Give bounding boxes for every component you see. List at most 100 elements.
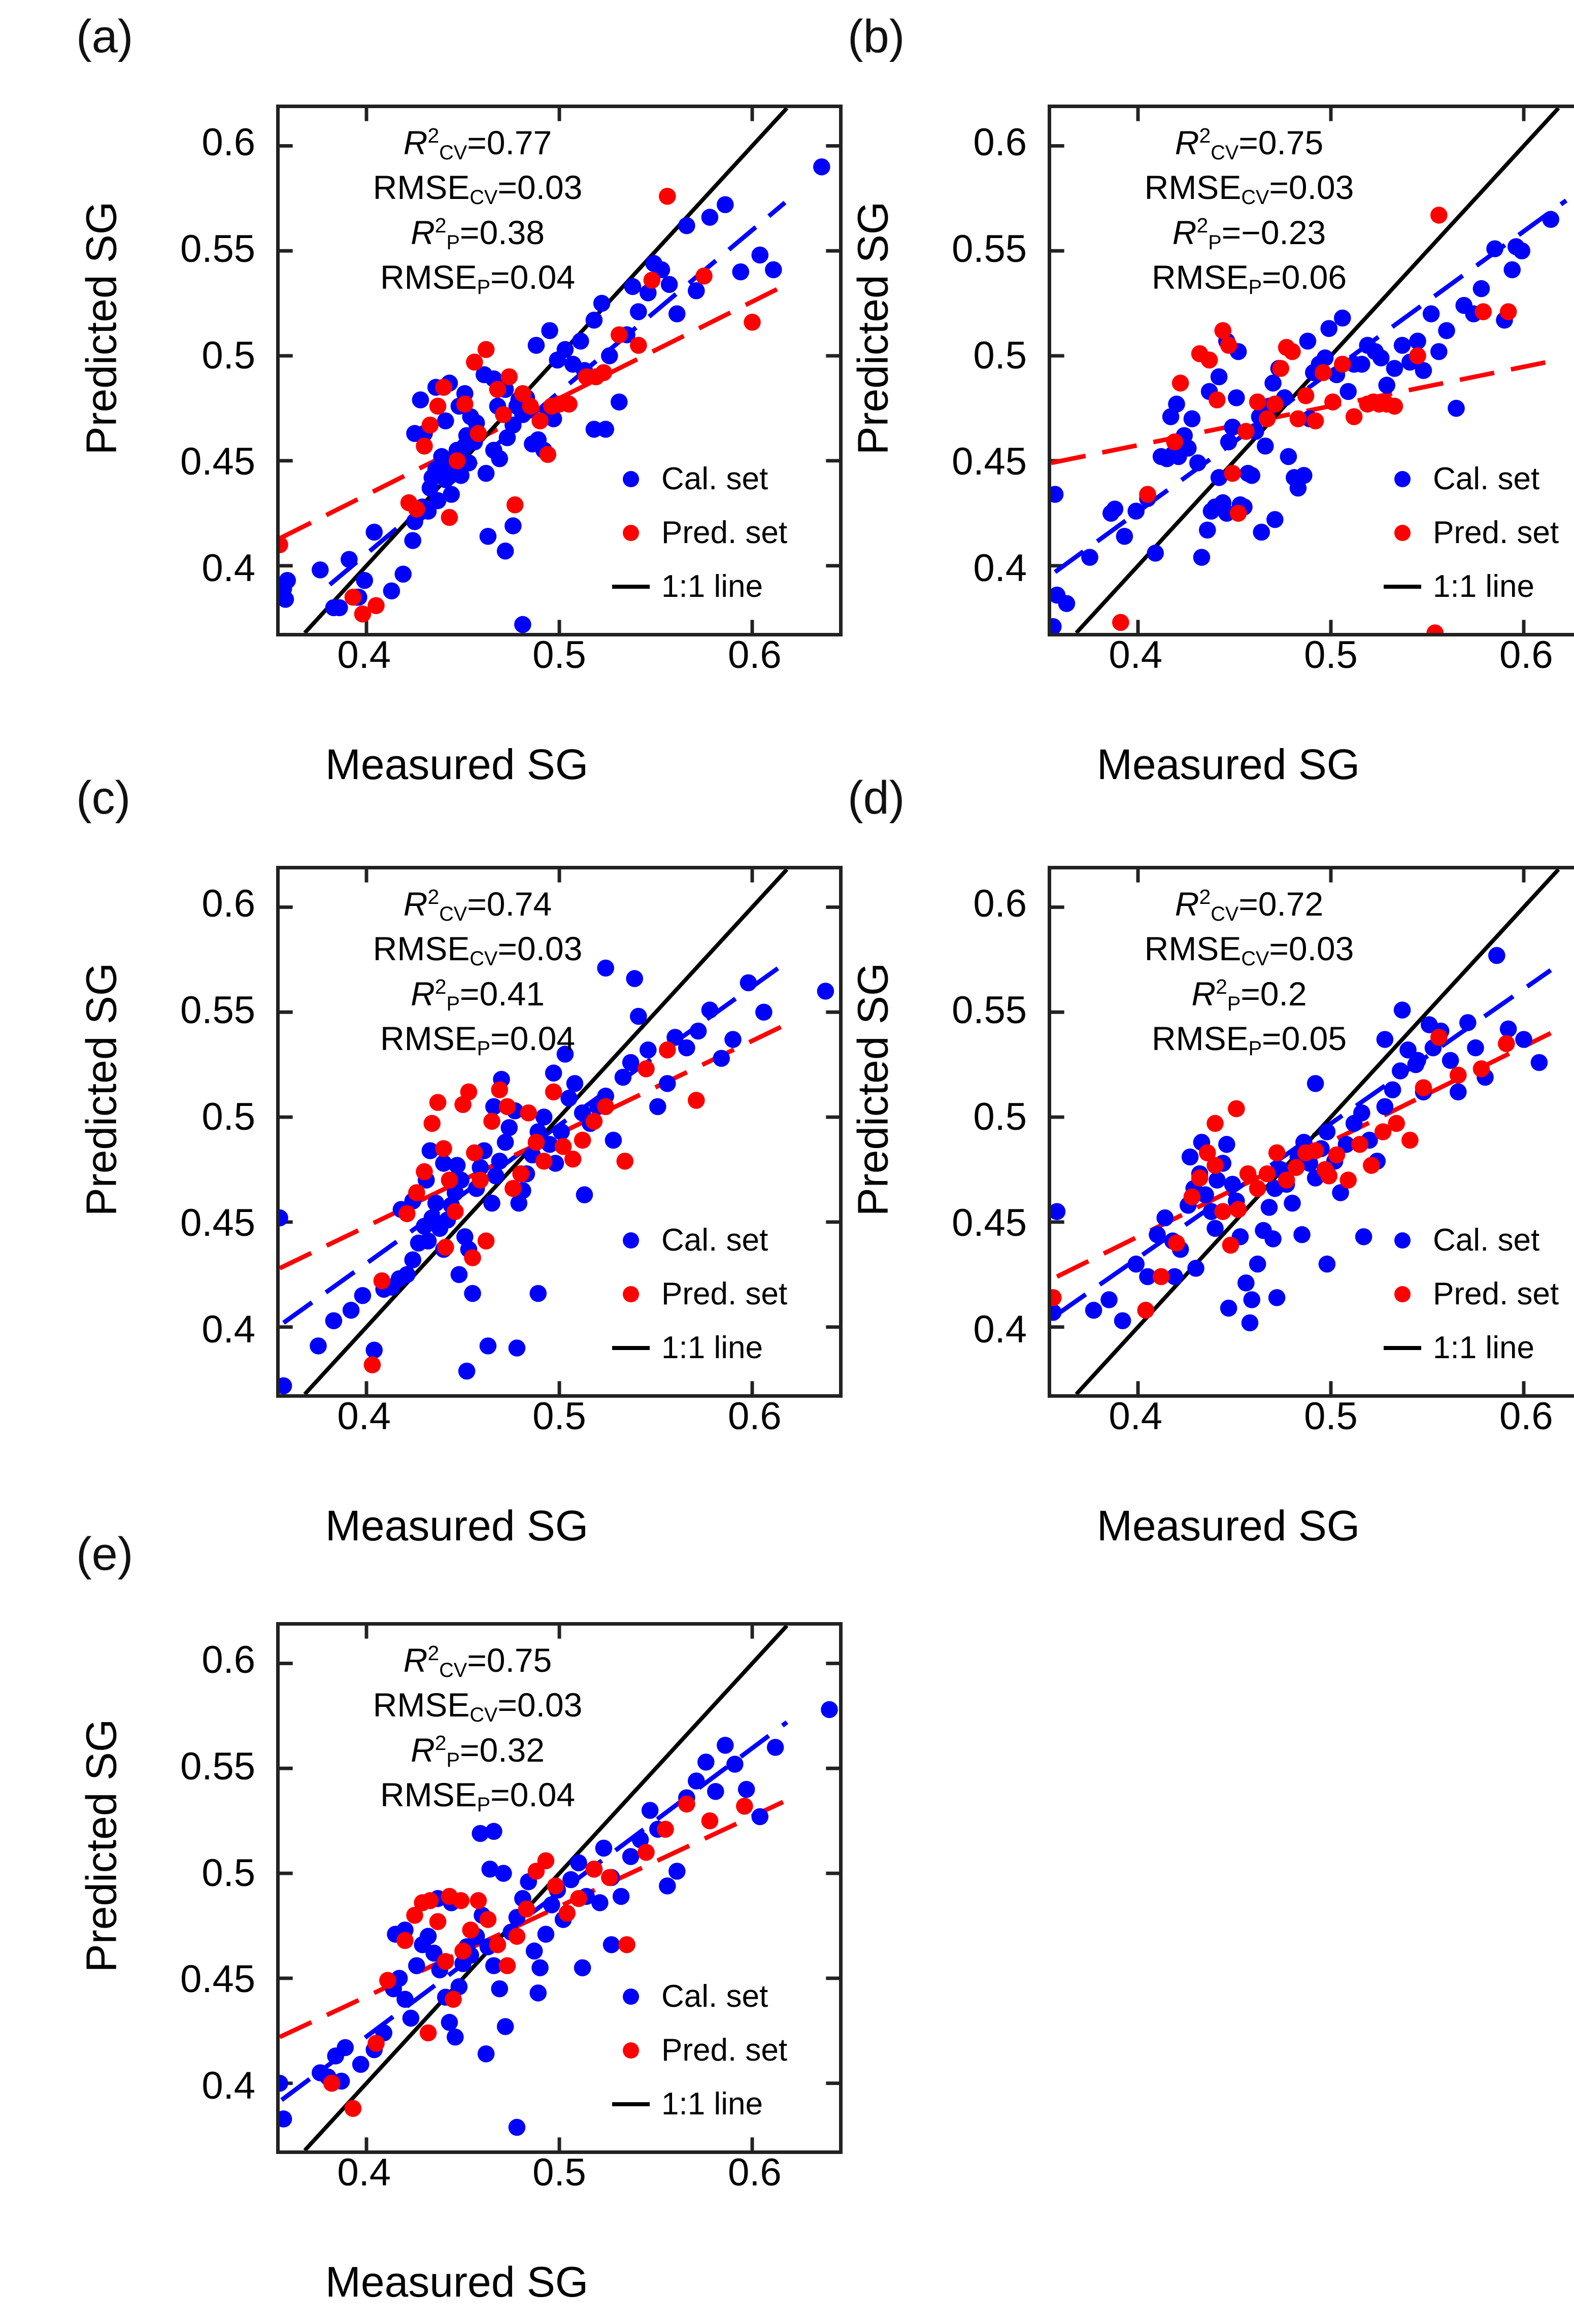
data-point — [1220, 336, 1237, 354]
data-point — [498, 1957, 516, 1974]
data-point — [766, 1739, 784, 1756]
stat-subscript: P — [477, 1037, 491, 1060]
stat-value: =−0.23 — [1221, 213, 1326, 251]
legend-item-cal-set[interactable]: Cal. set — [600, 1970, 819, 2024]
data-point — [564, 1150, 582, 1168]
data-point — [1426, 624, 1444, 633]
data-point — [1207, 1115, 1224, 1132]
data-point — [280, 2110, 292, 2128]
pred-set-marker-icon — [600, 2042, 661, 2059]
stat-symbol: R — [403, 1641, 428, 1679]
stat-value: =0.38 — [459, 213, 545, 251]
data-point — [325, 1312, 343, 1330]
y-tick-label: 0.45 — [180, 1958, 255, 2001]
legend-item-identity-line[interactable]: 1:1 line — [1372, 560, 1574, 614]
legend-item-identity-line[interactable]: 1:1 line — [600, 560, 819, 614]
data-point — [1289, 410, 1307, 427]
data-point — [396, 1932, 414, 1949]
data-point — [487, 1167, 505, 1185]
legend-item-cal-set[interactable]: Cal. set — [1372, 1214, 1574, 1267]
data-point — [477, 1232, 495, 1250]
data-point — [1339, 1171, 1357, 1189]
data-point — [466, 353, 483, 371]
data-point — [408, 500, 425, 518]
legend-item-identity-line[interactable]: 1:1 line — [600, 2077, 819, 2131]
data-point — [1284, 1194, 1301, 1212]
pred-fit — [280, 1800, 784, 2039]
data-point — [443, 486, 460, 503]
data-point — [701, 1001, 719, 1019]
y-tick-label: 0.4 — [202, 2064, 255, 2107]
data-point — [1127, 502, 1145, 520]
x-axis-label: Measured SG — [1096, 1502, 1360, 1550]
data-point — [398, 1266, 416, 1284]
y-tick-label: 0.55 — [952, 989, 1027, 1032]
data-point — [1214, 1203, 1231, 1220]
data-point — [452, 467, 470, 484]
legend-item-cal-set[interactable]: Cal. set — [600, 1214, 819, 1267]
data-point — [537, 1852, 555, 1870]
data-point — [1503, 261, 1521, 279]
stat-value: =0.03 — [1269, 930, 1354, 968]
data-point — [1229, 504, 1247, 522]
y-tick-label: 0.6 — [973, 882, 1027, 926]
legend-item-pred-set[interactable]: Pred. set — [1372, 1267, 1574, 1321]
plot-canvas — [280, 1626, 839, 2150]
data-point — [464, 1249, 481, 1266]
data-point — [466, 1144, 483, 1162]
legend-item-pred-set[interactable]: Pred. set — [600, 506, 819, 560]
legend: Cal. set Pred. set 1:1 line — [600, 452, 819, 614]
data-point — [1187, 1260, 1204, 1277]
data-point — [1051, 1303, 1062, 1321]
legend-item-identity-line[interactable]: 1:1 line — [1372, 1321, 1574, 1375]
plot-area: Predicted SG Measured SG 0.4 0.45 0.5 0.55 0.6… — [832, 85, 1574, 788]
legend-label: Pred. set — [661, 515, 788, 550]
legend-item-cal-set[interactable]: Cal. set — [1372, 452, 1574, 506]
data-point — [1355, 1228, 1372, 1245]
data-point — [1166, 433, 1183, 451]
data-point — [545, 410, 562, 427]
data-point — [570, 1854, 587, 1872]
legend-label: Pred. set — [1433, 1276, 1559, 1311]
stat-subscript: P — [477, 1793, 491, 1816]
data-point — [505, 1180, 522, 1197]
stat-rmsep: RMSEP=0.04 — [310, 1017, 645, 1062]
stat-r2cv: R2CV=0.77 — [310, 121, 645, 166]
axes-frame: R2CV=0.74 RMSECV=0.03 R2P=0.41 RMSEP=0.04 Ca… — [276, 866, 843, 1398]
stat-symbol: RMSE — [380, 258, 477, 296]
data-point — [406, 425, 423, 442]
data-point — [280, 1209, 288, 1227]
data-point — [547, 1877, 564, 1895]
stat-rmsecv: RMSECV=0.03 — [1082, 166, 1417, 211]
data-point — [626, 970, 643, 987]
data-point — [429, 397, 447, 415]
data-point — [740, 974, 757, 992]
plot-area: Predicted SG Measured SG 0.4 0.45 0.5 0.55 0.6… — [61, 1603, 848, 2306]
data-point — [1421, 1016, 1438, 1033]
data-point — [541, 322, 558, 340]
legend-item-pred-set[interactable]: Pred. set — [600, 1267, 819, 1321]
data-point — [539, 446, 556, 463]
data-point — [641, 1802, 659, 1819]
data-point — [423, 1115, 441, 1132]
data-point — [1287, 1159, 1305, 1176]
y-tick-labels: 0.4 0.45 0.5 0.55 0.6 — [61, 1603, 261, 2146]
legend-item-cal-set[interactable]: Cal. set — [600, 452, 819, 506]
legend-item-pred-set[interactable]: Pred. set — [600, 2024, 819, 2077]
data-point — [695, 267, 713, 285]
legend-item-identity-line[interactable]: 1:1 line — [600, 1321, 819, 1375]
data-point — [458, 1362, 476, 1380]
stat-symbol: R — [411, 974, 435, 1013]
plot-canvas — [280, 869, 839, 1394]
data-point — [1243, 1291, 1260, 1308]
data-point — [508, 2118, 526, 2136]
legend-item-pred-set[interactable]: Pred. set — [1372, 506, 1574, 560]
data-point — [566, 1075, 584, 1092]
data-point — [688, 1092, 705, 1109]
stat-subscript: P — [1227, 992, 1241, 1015]
data-point — [1280, 448, 1297, 465]
data-point — [554, 1138, 572, 1155]
data-point — [472, 1171, 489, 1189]
data-point — [1229, 1201, 1247, 1218]
data-point — [659, 1877, 676, 1895]
